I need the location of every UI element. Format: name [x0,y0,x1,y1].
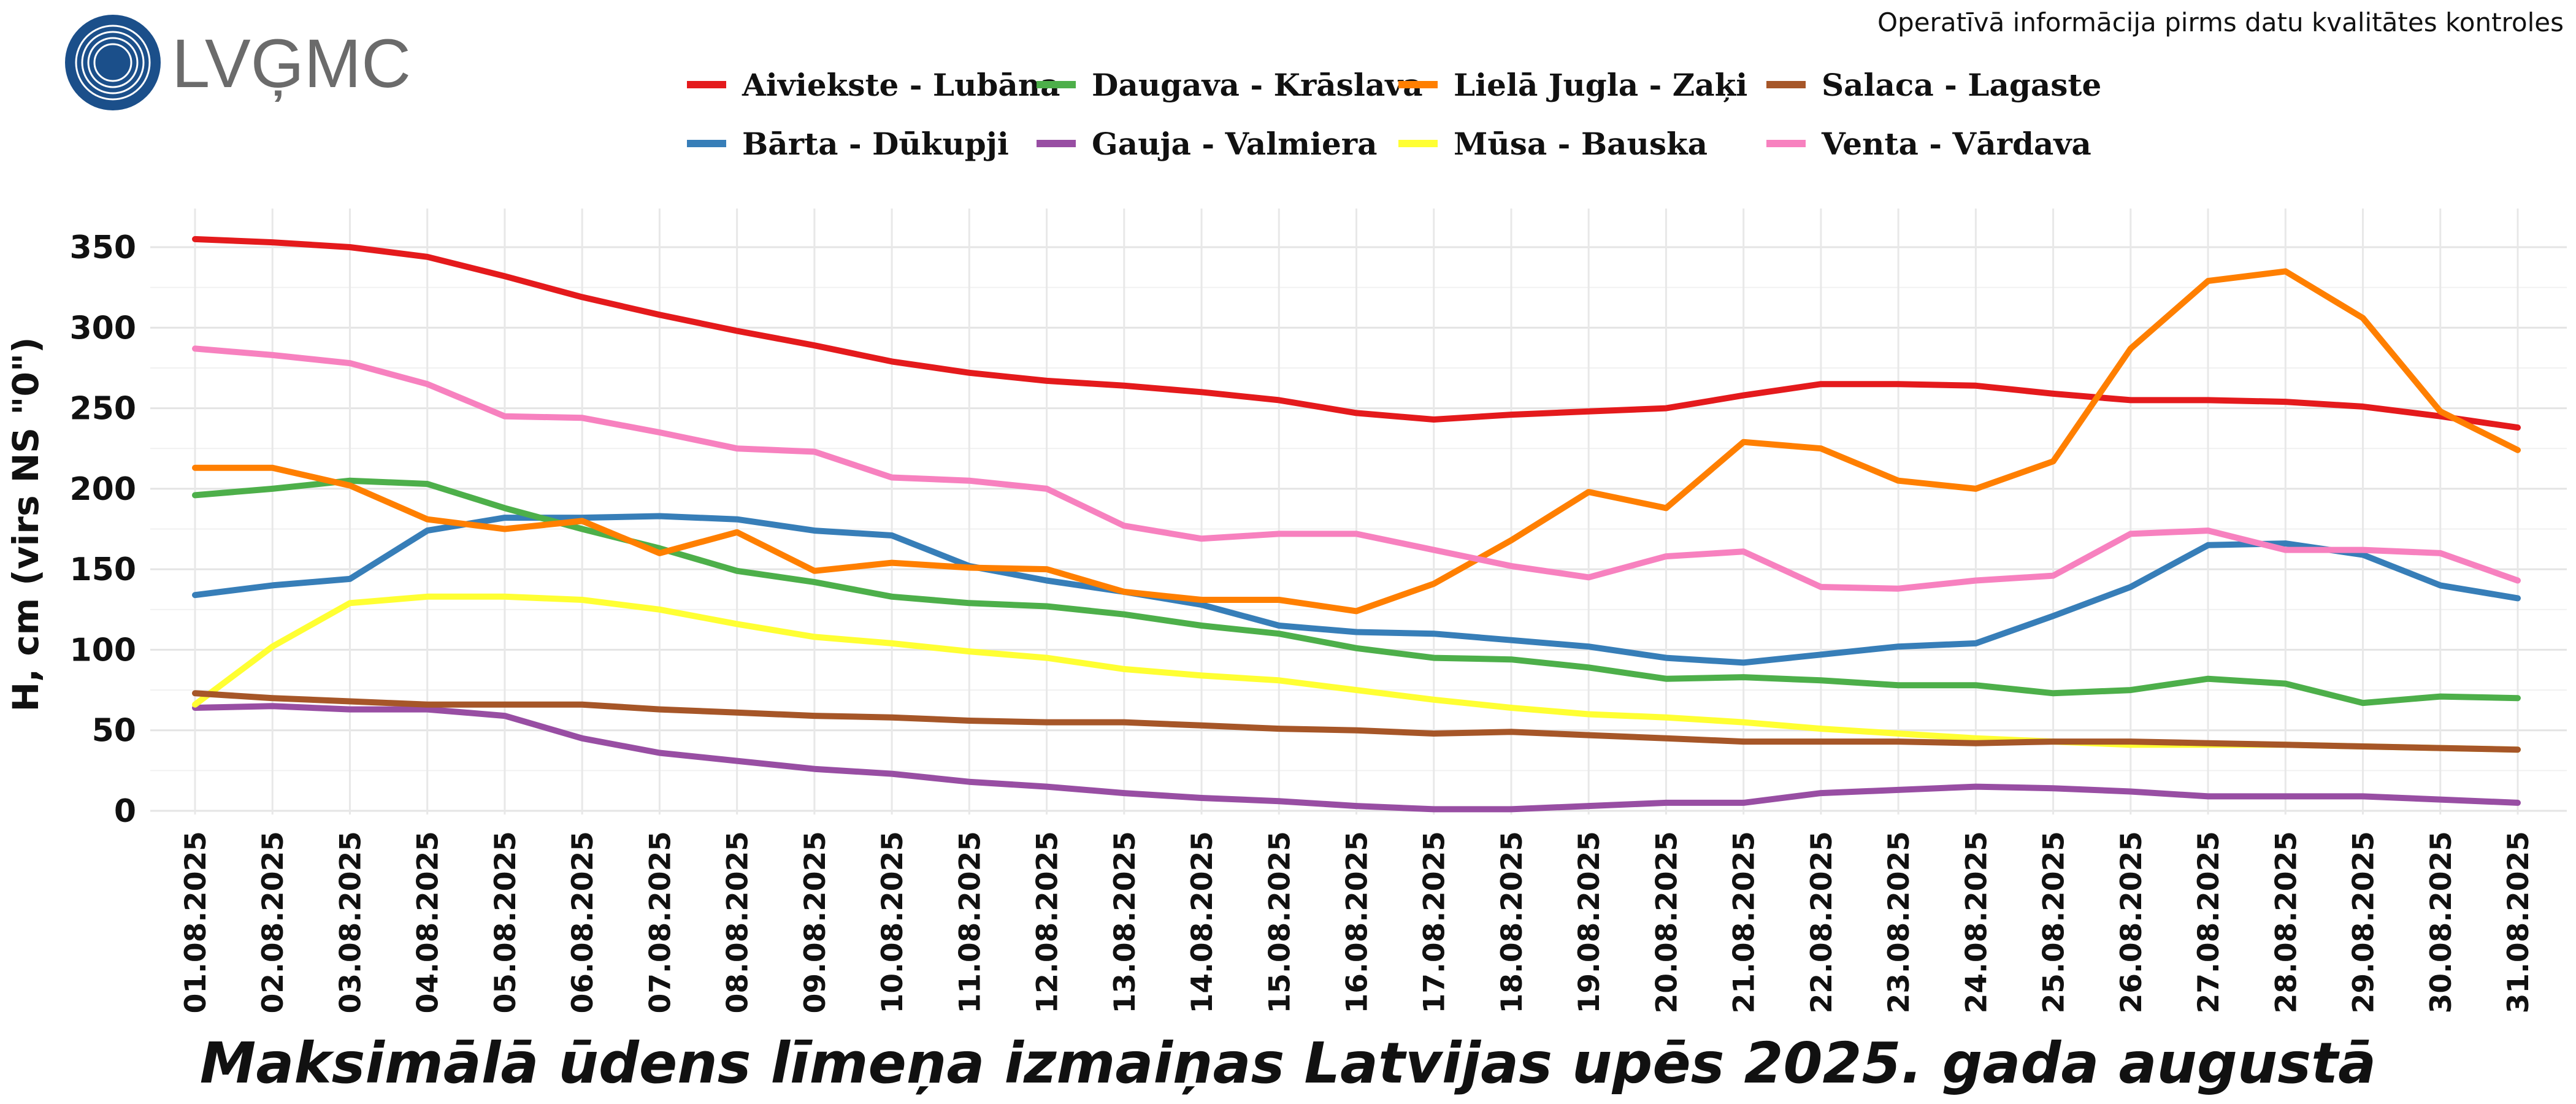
x-tick-label: 09.08.2025 [799,831,832,1013]
x-tick-label: 10.08.2025 [876,831,910,1013]
legend-swatch [1037,140,1076,147]
x-tick-label: 28.08.2025 [2269,831,2303,1013]
x-tick-label: 06.08.2025 [566,831,600,1013]
legend-item: Daugava - Krāslava [1037,60,1423,109]
series-line [192,477,2521,707]
legend-label: Daugava - Krāslava [1092,66,1423,103]
legend-swatch [1398,140,1438,147]
legend-item: Salaca - Lagaste [1766,60,2101,109]
x-tick-label: 05.08.2025 [489,831,523,1013]
chart-legend: Aiviekste - Lubāna Bārta - Dūkupji Daugava… [687,60,2101,183]
y-tick-label: 150 [69,551,136,588]
legend-item: Aiviekste - Lubāna [687,60,1060,109]
x-tick-label: 15.08.2025 [1263,831,1297,1013]
plot-area [150,209,2567,815]
x-tick-label: 14.08.2025 [1186,831,1219,1013]
y-axis-label: H, cm (virs NS "0") [5,337,47,711]
legend-label: Venta - Vārdava [1822,125,2091,162]
legend-item: Lielā Jugla - Zaķi [1398,60,1747,109]
x-tick-label: 25.08.2025 [2037,831,2071,1013]
x-tick-label: 26.08.2025 [2115,831,2149,1013]
legend-swatch [1037,81,1076,88]
legend-item: Venta - Vārdava [1766,119,2091,168]
legend-label: Gauja - Valmiera [1092,125,1378,162]
legend-label: Lielā Jugla - Zaķi [1454,66,1748,103]
logo-text: LVĢMC [172,25,411,102]
x-tick-label: 03.08.2025 [334,831,367,1013]
series-line [192,690,2521,753]
legend-item: Gauja - Valmiera [1037,119,1378,168]
legend-swatch [687,81,726,88]
x-tick-label: 16.08.2025 [1341,831,1374,1013]
x-tick-label: 08.08.2025 [721,831,755,1013]
x-tick-label: 02.08.2025 [256,831,290,1013]
x-tick-label: 27.08.2025 [2192,831,2226,1013]
x-tick-label: 13.08.2025 [1108,831,1142,1013]
y-tick-label: 200 [69,471,136,508]
x-tick-label: 31.08.2025 [2502,831,2536,1013]
series-line [192,236,2521,431]
x-tick-label: 30.08.2025 [2425,831,2458,1013]
legend-label: Aiviekste - Lubāna [742,66,1060,103]
legend-label: Salaca - Lagaste [1822,66,2102,103]
x-tick-label: 20.08.2025 [1650,831,1684,1013]
legend-swatch [1766,140,1806,147]
x-tick-label: 07.08.2025 [643,831,677,1013]
x-tick-label: 29.08.2025 [2347,831,2381,1013]
y-tick-label: 250 [69,391,136,427]
x-tick-label: 24.08.2025 [1960,831,1993,1013]
x-tick-label: 21.08.2025 [1728,831,1761,1013]
x-tick-label: 22.08.2025 [1805,831,1839,1013]
legend-swatch [1398,81,1438,88]
chart-title: Maksimālā ūdens līmeņa izmaiņas Latvijas… [199,1030,2377,1096]
x-tick-label: 23.08.2025 [1882,831,1916,1013]
y-tick-label: 0 [114,793,136,830]
series-line [192,345,2521,592]
x-tick-label: 01.08.2025 [179,831,213,1013]
legend-label: Mūsa - Bauska [1454,125,1708,162]
x-tick-label: 17.08.2025 [1418,831,1452,1013]
series-line [192,268,2521,615]
y-tick-label: 300 [69,310,136,347]
y-tick-label: 350 [69,229,136,266]
x-tick-label: 18.08.2025 [1495,831,1529,1013]
legend-swatch [1766,81,1806,88]
x-tick-label: 11.08.2025 [953,831,987,1013]
data-quality-notice: Operatīvā informācija pirms datu kvalitā… [1877,7,2564,37]
legend-label: Bārta - Dūkupji [742,125,1009,162]
lvgmc-logo: LVĢMC [65,15,411,110]
series-line [192,593,2521,753]
logo-globe-icon [65,15,161,110]
x-tick-label: 19.08.2025 [1573,831,1606,1013]
legend-swatch [687,140,726,147]
legend-item: Bārta - Dūkupji [687,119,1009,168]
x-tick-label: 12.08.2025 [1031,831,1065,1013]
series-line [192,703,2521,813]
legend-item: Mūsa - Bauska [1398,119,1708,168]
series-line [192,513,2521,666]
y-tick-label: 100 [69,632,136,669]
y-tick-label: 50 [92,713,136,749]
x-tick-label: 04.08.2025 [412,831,445,1013]
